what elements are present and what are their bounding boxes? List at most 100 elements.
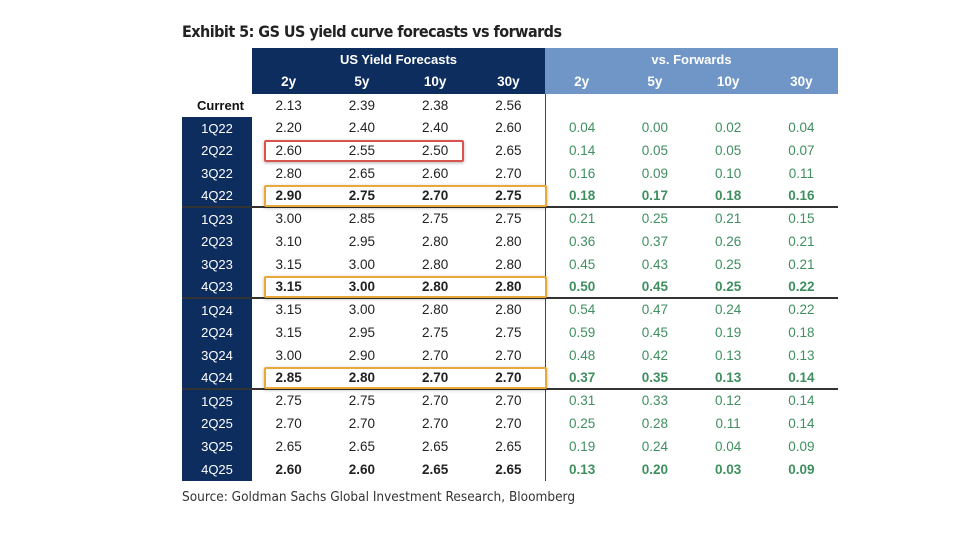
forecast-cell: 2.80: [495, 278, 522, 294]
forecast-cell: 2.75: [495, 187, 522, 203]
table-row: 4Q25 2.60 2.60 2.65 2.65 0.13 0.20 0.03 0.09: [182, 458, 838, 481]
forecast-cell: 2.80: [275, 165, 302, 181]
row-label: 3Q25: [182, 435, 252, 458]
forward-cell: 0.11: [715, 416, 741, 432]
forecast-cell: 2.85: [275, 369, 302, 385]
forecast-cell: 2.75: [348, 393, 376, 409]
table-row: 2Q23 3.10 2.95 2.80 2.80 0.36 0.37 0.26 0.21: [182, 230, 838, 254]
forecast-cell: 2.70: [421, 347, 449, 363]
forecast-cell: 2.95: [348, 325, 376, 341]
forecast-cell: 2.80: [421, 278, 449, 294]
forward-cell: 0.14: [788, 416, 815, 432]
current-value: 2.56: [495, 97, 522, 113]
table-row: 3Q22 2.80 2.65 2.60 2.70 0.16 0.09 0.10 0.11: [182, 162, 838, 185]
forward-cell: 0.03: [714, 461, 742, 477]
table-row: 4Q24 2.85 2.80 2.70 2.70 0.37 0.35 0.13 0.14: [182, 367, 838, 390]
current-row: Current 2.13 2.39 2.38 2.56: [182, 94, 838, 117]
forward-cell: 0.43: [641, 256, 669, 272]
forecast-cell: 3.15: [275, 278, 302, 294]
forecast-cell: 2.75: [495, 211, 522, 227]
forward-cell: 0.13: [545, 458, 618, 481]
forward-cell: 0.21: [545, 207, 618, 231]
row-label: 3Q22: [182, 162, 252, 185]
forward-cell: 0.20: [641, 461, 669, 477]
forecast-cell: 2.40: [348, 120, 376, 136]
forecast-cell: 3.15: [275, 302, 302, 318]
forward-cell: 0.59: [545, 321, 618, 345]
forecast-cell: 2.70: [421, 393, 449, 409]
forecast-cell: 2.65: [275, 438, 302, 454]
row-label: 1Q23: [182, 207, 252, 231]
forward-cell: 0.18: [714, 187, 742, 203]
forecast-cell: 2.70: [348, 416, 376, 432]
forward-cell: 0.22: [788, 278, 815, 294]
forecast-cell: 2.75: [421, 211, 449, 227]
forecast-cell: 2.95: [348, 234, 376, 250]
row-label: 4Q22: [182, 185, 252, 206]
forecast-cell: 2.70: [421, 369, 449, 385]
forecast-cell: 2.85: [348, 211, 376, 227]
forward-cell: 0.24: [641, 438, 669, 454]
forwards-empty: [545, 94, 838, 117]
forward-cell: 0.15: [788, 211, 815, 227]
row-label: 3Q24: [182, 344, 252, 367]
row-label: 4Q25: [182, 458, 252, 481]
yield-table: US Yield Forecasts vs. Forwards 2y 5y 10y 3…: [182, 48, 838, 481]
table-row: 4Q23 3.15 3.00 2.80 2.80 0.50 0.45 0.25 0.22: [182, 276, 838, 299]
forecast-cell: 2.70: [495, 416, 522, 432]
table-row: 2Q25 2.70 2.70 2.70 2.70 0.25 0.28 0.11 0.14: [182, 412, 838, 436]
forward-cell: 0.05: [641, 143, 669, 159]
forward-cell: 0.04: [714, 438, 742, 454]
column-header: 30y: [471, 70, 545, 94]
row-label: 2Q22: [182, 139, 252, 163]
chart-title: Exhibit 5: GS US yield curve forecasts v…: [182, 22, 562, 41]
forward-cell: 0.13: [714, 369, 742, 385]
forward-cell: 0.47: [641, 302, 669, 318]
forward-cell: 0.28: [641, 416, 669, 432]
forward-cell: 0.22: [788, 302, 815, 318]
forward-cell: 0.54: [545, 298, 618, 322]
forward-cell: 0.07: [788, 143, 815, 159]
forward-cell: 0.04: [545, 116, 618, 140]
current-value: 2.13: [275, 97, 302, 113]
forward-cell: 0.14: [545, 139, 618, 163]
forecast-cell: 2.70: [495, 369, 522, 385]
row-label: 1Q22: [182, 116, 252, 140]
column-header: 30y: [764, 70, 838, 94]
forecast-cell: 3.10: [275, 234, 302, 250]
forecast-cell: 2.80: [495, 302, 522, 318]
forecast-cell: 2.75: [348, 187, 376, 203]
forward-cell: 0.13: [788, 347, 815, 363]
table-row: 3Q23 3.15 3.00 2.80 2.80 0.45 0.43 0.25 0.21: [182, 253, 838, 276]
current-value: 2.38: [421, 97, 449, 113]
forward-cell: 0.31: [545, 389, 618, 413]
current-value: 2.39: [348, 97, 376, 113]
forward-cell: 0.17: [641, 187, 669, 203]
forecast-cell: 2.50: [421, 143, 449, 159]
forecast-cell: 2.70: [421, 187, 449, 203]
forward-cell: 0.19: [545, 435, 618, 458]
column-header: 2y: [252, 70, 326, 94]
row-label: 2Q23: [182, 230, 252, 254]
forward-cell: 0.16: [545, 162, 618, 185]
forecast-cell: 2.75: [495, 325, 522, 341]
row-label: Current: [182, 94, 252, 117]
forward-cell: 0.21: [788, 256, 815, 272]
forward-cell: 0.18: [545, 185, 618, 206]
row-label: 1Q25: [182, 389, 252, 413]
forecast-cell: 2.65: [495, 143, 522, 159]
forward-cell: 0.09: [641, 165, 669, 181]
column-header-row: 2y 5y 10y 30y 2y 5y 10y 30y: [182, 70, 838, 94]
column-header: 2y: [545, 70, 619, 94]
forecast-cell: 2.75: [275, 393, 302, 409]
forward-cell: 0.05: [714, 143, 742, 159]
forward-cell: 0.10: [714, 165, 742, 181]
forward-cell: 0.24: [714, 302, 742, 318]
forward-cell: 0.21: [788, 234, 815, 250]
forward-cell: 0.45: [641, 278, 669, 294]
forecast-cell: 2.80: [495, 234, 522, 250]
column-header: 10y: [691, 70, 765, 94]
forward-cell: 0.02: [714, 120, 742, 136]
forward-cell: 0.09: [788, 438, 815, 454]
forecast-cell: 3.15: [275, 256, 302, 272]
